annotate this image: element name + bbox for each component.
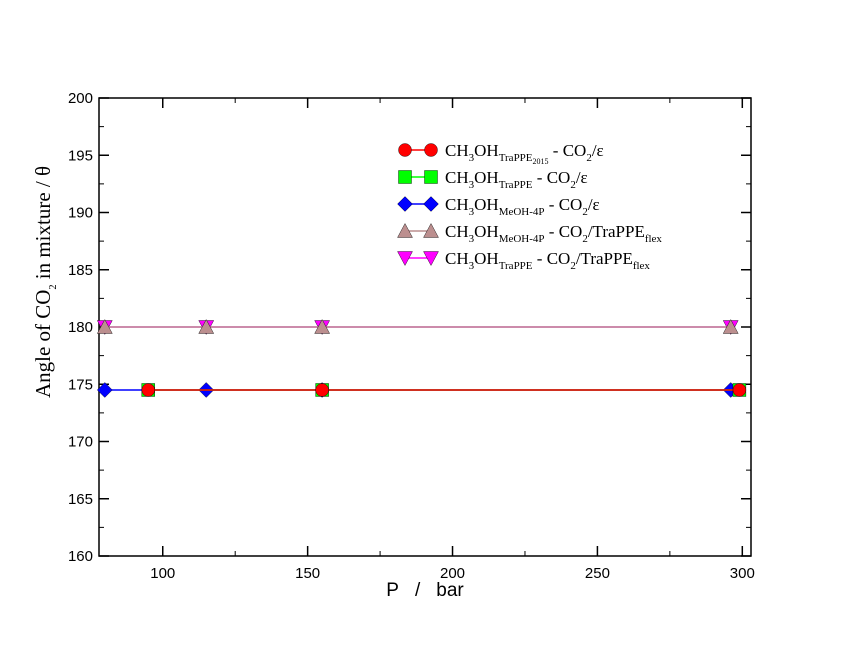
legend-label-part: 2 <box>582 206 588 218</box>
legend-marker <box>423 251 439 266</box>
legend-marker <box>398 170 412 184</box>
legend-marker <box>424 143 438 157</box>
legend-marker <box>397 251 413 266</box>
x-tick-label: 100 <box>150 565 175 582</box>
x-tick-label: 300 <box>730 565 755 582</box>
legend-label-part: 3 <box>469 179 475 191</box>
legend-label-part: flex <box>645 233 663 245</box>
legend-entry: CH3OHTraPPE2015 - CO2/ε <box>398 141 604 166</box>
legend-label-part: 2015 <box>533 157 549 166</box>
y-tick-label: 160 <box>68 548 93 565</box>
legend-label: CH3OHMeOH-4P - CO2/TraPPEflex <box>445 222 662 245</box>
y-tick-label: 190 <box>68 205 93 222</box>
legend-label-part: /ε <box>588 195 600 214</box>
legend-label-part: /ε <box>576 168 588 187</box>
legend-label-part: MeOH-4P <box>499 206 545 218</box>
legend-label-part: OH <box>474 168 499 187</box>
x-tick-label: 200 <box>440 565 465 582</box>
legend-label-part: 2 <box>570 260 576 272</box>
legend-label-part: flex <box>633 260 651 272</box>
legend-label-part: - CO <box>549 141 587 160</box>
legend-marker <box>397 196 413 212</box>
data-point <box>141 383 155 397</box>
legend-label: CH3OHTraPPE - CO2/ε <box>445 168 588 191</box>
legend-label-part: - CO <box>533 249 571 268</box>
x-tick-label: 150 <box>295 565 320 582</box>
legend-marker <box>424 170 438 184</box>
legend-label-part: OH <box>474 195 499 214</box>
data-point <box>315 383 329 397</box>
legend-label-part: /TraPPE <box>588 222 645 241</box>
legend-label-part: 3 <box>469 233 475 245</box>
legend-label-part: 3 <box>469 152 475 164</box>
legend-label-part: OH <box>474 222 499 241</box>
legend-label-part: /ε <box>592 141 604 160</box>
legend-label-part: TraPPE <box>499 260 533 272</box>
legend-marker <box>397 223 413 238</box>
series-tp2015-eps <box>141 383 747 397</box>
legend-label-part: CH <box>445 249 469 268</box>
y-axis-title: Angle of CO2 in mixture / θ <box>31 166 59 398</box>
legend-label-part: 2 <box>582 233 588 245</box>
legend-label-part: CH <box>445 141 469 160</box>
legend-label: CH3OHTraPPE - CO2/TraPPEflex <box>445 249 650 272</box>
legend-entry: CH3OHTraPPE - CO2/ε <box>398 168 588 191</box>
legend-entry: CH3OHMeOH-4P - CO2/ε <box>397 195 600 218</box>
legend-label-part: OH <box>474 249 499 268</box>
legend-label-part: OH <box>474 141 499 160</box>
data-point <box>96 319 113 334</box>
legend-label-part: /TraPPE <box>576 249 633 268</box>
legend-label-part: - CO <box>533 168 571 187</box>
legend-label-part: TraPPE <box>499 152 533 164</box>
legend-marker <box>423 223 439 238</box>
legend-label-part: 3 <box>469 260 475 272</box>
y-tick-label: 170 <box>68 434 93 451</box>
legend-label-part: - CO <box>545 222 583 241</box>
axis-ticks: 100 150 200 250 300 160 165 170 175 180 185 190 195 2… <box>68 90 755 582</box>
x-tick-label: 250 <box>585 565 610 582</box>
data-point <box>97 382 113 398</box>
legend-label-part: 2 <box>570 179 576 191</box>
legend-marker <box>423 196 439 212</box>
data-point <box>198 319 215 334</box>
data-point <box>314 319 330 334</box>
legend-label-part: CH <box>445 168 469 187</box>
legend-label: CH3OHTraPPE2015 - CO2/ε <box>445 141 604 166</box>
series-layer <box>96 319 747 398</box>
legend-label-part: - CO <box>545 195 583 214</box>
legend-marker <box>398 143 412 157</box>
legend-entry: CH3OHTraPPE - CO2/TraPPEflex <box>397 249 650 272</box>
series-meoh-flex <box>96 319 739 334</box>
legend-label-part: TraPPE <box>499 179 533 191</box>
y-tick-label: 185 <box>68 262 93 279</box>
y-tick-label: 165 <box>68 491 93 508</box>
legend-label-part: CH <box>445 195 469 214</box>
x-axis-title: P / bar <box>386 580 464 601</box>
legend-label-part: 3 <box>469 206 475 218</box>
legend-label-part: 2 <box>586 152 592 164</box>
y-tick-label: 200 <box>68 90 93 107</box>
data-point <box>732 383 747 397</box>
y-tick-label: 180 <box>68 319 93 336</box>
legend-label-part: CH <box>445 222 469 241</box>
y-tick-label: 195 <box>68 147 93 164</box>
data-point <box>722 319 739 334</box>
y-tick-label: 175 <box>68 376 93 393</box>
legend-label: CH3OHMeOH-4P - CO2/ε <box>445 195 600 218</box>
legend-label-part: MeOH-4P <box>499 233 545 245</box>
legend-entry: CH3OHMeOH-4P - CO2/TraPPEflex <box>397 222 662 245</box>
